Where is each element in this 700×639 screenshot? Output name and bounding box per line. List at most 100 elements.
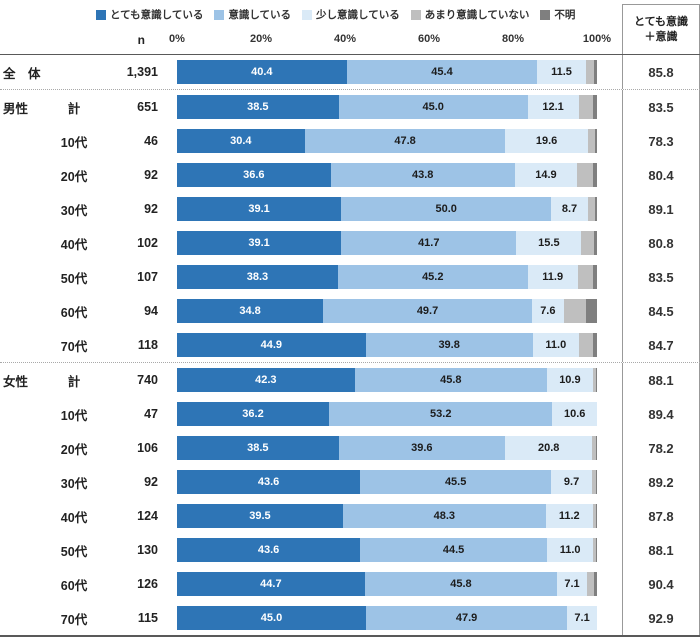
chart-row: 女性 計 740 42.3 45.8 10.9 88.1 xyxy=(0,362,700,397)
stacked-bar: 39.5 48.3 11.2 xyxy=(177,504,597,528)
bar-segment-unknown xyxy=(594,572,597,596)
chart-row: 60代 94 34.8 49.7 7.6 84.5 xyxy=(0,294,700,328)
bar-segment-very: 39.1 xyxy=(177,231,342,255)
bar-segment-unknown xyxy=(592,333,597,357)
bar-segment-unknown xyxy=(595,504,597,528)
bar-segment-aware: 50.0 xyxy=(341,197,552,221)
legend: とても意識している 意識している 少し意識している あまり意識していない 不明 xyxy=(96,7,575,22)
bar-segment-aware: 48.3 xyxy=(342,504,546,528)
bar-segment-slight: 7.6 xyxy=(531,299,564,323)
chart-row: 30代 92 39.1 50.0 8.7 89.1 xyxy=(0,192,700,226)
x-axis-tick: 0% xyxy=(169,33,185,45)
chart-rows: 全 体 1,391 40.4 45.4 11.5 85.8 男性 計 651 38.… xyxy=(0,54,700,637)
stacked-bar: 42.3 45.8 10.9 xyxy=(177,368,597,392)
bar-segment-unknown xyxy=(596,368,597,392)
n-column-header: n xyxy=(137,33,145,47)
n-value: 92 xyxy=(144,168,158,182)
n-value: 106 xyxy=(137,441,158,455)
bar-segment-very: 39.1 xyxy=(177,197,342,221)
bar-segment-not xyxy=(581,231,594,255)
summary-header-line2: ＋意識 xyxy=(644,30,678,43)
stacked-bar: 43.6 45.5 9.7 xyxy=(177,470,597,494)
group-label: 女性 xyxy=(3,374,29,389)
chart-row: 60代 126 44.7 45.8 7.1 90.4 xyxy=(0,567,700,601)
x-axis-tick: 100% xyxy=(582,33,612,45)
summary-value: 84.7 xyxy=(622,328,700,362)
summary-header-line1: とても意識 xyxy=(633,15,689,28)
bar-segment-aware: 45.8 xyxy=(354,368,548,392)
summary-column-header: とても意識 ＋意識 xyxy=(622,4,700,54)
bar-segment-not xyxy=(592,504,596,528)
bar-segment-not xyxy=(592,436,597,460)
bar-segment-unknown xyxy=(595,538,597,562)
bar-segment-very: 38.3 xyxy=(177,265,338,289)
summary-value: 78.3 xyxy=(622,124,700,158)
n-value: 94 xyxy=(144,304,158,318)
n-value: 92 xyxy=(144,202,158,216)
n-value: 46 xyxy=(144,134,158,148)
stacked-bar: 38.5 39.6 20.8 xyxy=(177,436,597,460)
bar-segment-very: 44.9 xyxy=(177,333,366,357)
n-value: 124 xyxy=(137,509,158,523)
bar-segment-unknown xyxy=(595,129,597,153)
bar-segment-not xyxy=(577,163,593,187)
bar-segment-very: 36.2 xyxy=(177,402,330,426)
category-label: 計 xyxy=(67,101,81,116)
bar-segment-not xyxy=(587,129,596,153)
n-value: 107 xyxy=(137,270,158,284)
stacked-bar: 43.6 44.5 11.0 xyxy=(177,538,597,562)
bar-segment-aware: 49.7 xyxy=(323,299,532,323)
chart-row: 20代 92 36.6 43.8 14.9 80.4 xyxy=(0,158,700,192)
category-label: 60代 xyxy=(60,305,88,320)
summary-value: 90.4 xyxy=(622,567,700,601)
n-value: 47 xyxy=(144,407,158,421)
bar-segment-aware: 45.8 xyxy=(364,572,558,596)
summary-value: 88.1 xyxy=(622,363,700,397)
summary-value: 89.4 xyxy=(622,397,700,431)
summary-value: 84.5 xyxy=(622,294,700,328)
bar-segment-very: 39.5 xyxy=(177,504,343,528)
bar-segment-aware: 39.8 xyxy=(365,333,533,357)
bar-segment-very: 30.4 xyxy=(177,129,305,153)
category-label: 10代 xyxy=(60,135,88,150)
legend-swatch-icon xyxy=(96,9,106,20)
legend-swatch-icon xyxy=(410,9,421,20)
bar-segment-unknown xyxy=(594,60,597,84)
category-label: 30代 xyxy=(60,476,88,491)
bar-segment-not xyxy=(586,572,595,596)
summary-value: 83.5 xyxy=(622,260,700,294)
bar-segment-aware: 45.4 xyxy=(346,60,538,84)
x-axis-tick: 60% xyxy=(417,33,441,45)
bar-segment-unknown xyxy=(595,470,597,494)
stacked-bar: 38.3 45.2 11.9 xyxy=(177,265,597,289)
bar-segment-unknown xyxy=(595,197,597,221)
summary-value: 88.1 xyxy=(622,533,700,567)
n-value: 92 xyxy=(144,475,158,489)
chart-row: 40代 124 39.5 48.3 11.2 87.8 xyxy=(0,499,700,533)
legend-swatch-icon xyxy=(302,9,313,20)
chart-row: 20代 106 38.5 39.6 20.8 78.2 xyxy=(0,431,700,465)
stacked-bar: 39.1 41.7 15.5 xyxy=(177,231,597,255)
category-label: 50代 xyxy=(60,544,88,559)
bar-segment-aware: 44.5 xyxy=(360,538,547,562)
summary-value: 83.5 xyxy=(622,90,700,124)
stacked-bar: 44.7 45.8 7.1 xyxy=(177,572,597,596)
x-axis-tick: 40% xyxy=(333,33,357,45)
bar-segment-slight: 20.8 xyxy=(505,436,593,460)
legend-label: 不明 xyxy=(554,9,576,21)
bar-segment-slight: 11.0 xyxy=(547,538,594,562)
category-label: 10代 xyxy=(60,408,88,423)
legend-item: 不明 xyxy=(540,7,575,22)
n-value: 740 xyxy=(137,373,158,387)
summary-value: 85.8 xyxy=(622,55,700,89)
bar-segment-very: 36.6 xyxy=(177,163,331,187)
summary-value: 80.4 xyxy=(622,158,700,192)
legend-item: 意識している xyxy=(214,7,291,22)
bar-segment-very: 40.4 xyxy=(177,60,347,84)
category-label: 計 xyxy=(67,374,81,389)
x-axis-ticks: 0% 20% 40% 60% 80% 100% xyxy=(169,33,611,49)
legend-item: 少し意識している xyxy=(302,7,400,22)
summary-value: 78.2 xyxy=(622,431,700,465)
bar-segment-slight: 15.5 xyxy=(516,231,582,255)
legend-swatch-icon xyxy=(214,9,225,20)
